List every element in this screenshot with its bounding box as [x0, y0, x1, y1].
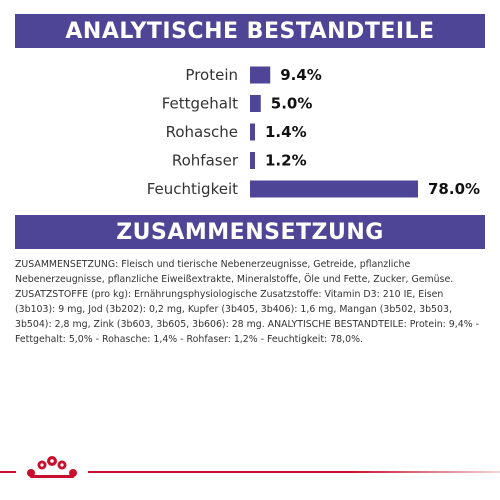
category-label: Rohfaser: [172, 152, 239, 170]
composition-text: ZUSAMMENSETZUNG: Fleisch und tierische N…: [15, 259, 479, 345]
bar: [250, 180, 418, 198]
analysis-title-banner: ANALYTISCHE BESTANDTEILE: [15, 14, 485, 48]
composition-title-banner: ZUSAMMENSETZUNG: [15, 215, 485, 249]
value-label: 78.0%: [428, 180, 480, 198]
category-label: Feuchtigkeit: [147, 180, 238, 198]
crown-icon: [27, 456, 77, 478]
bar: [250, 123, 255, 141]
category-label: Protein: [185, 66, 238, 84]
bar: [250, 95, 261, 112]
bar: [250, 66, 271, 84]
value-label: 9.4%: [280, 66, 322, 84]
nutrient-bar-chart: Protein 9.4% Fettgehalt 5.0% Rohasche 1.4% Roh…: [147, 66, 480, 198]
value-label: 1.2%: [265, 152, 307, 170]
value-label: 5.0%: [271, 95, 313, 113]
royal-canin-crown-logo: [16, 453, 88, 481]
bar: [250, 152, 255, 169]
category-label: Fettgehalt: [162, 95, 238, 113]
value-label: 1.4%: [265, 123, 307, 141]
category-label: Rohasche: [166, 123, 238, 141]
footer-divider: [0, 471, 500, 473]
